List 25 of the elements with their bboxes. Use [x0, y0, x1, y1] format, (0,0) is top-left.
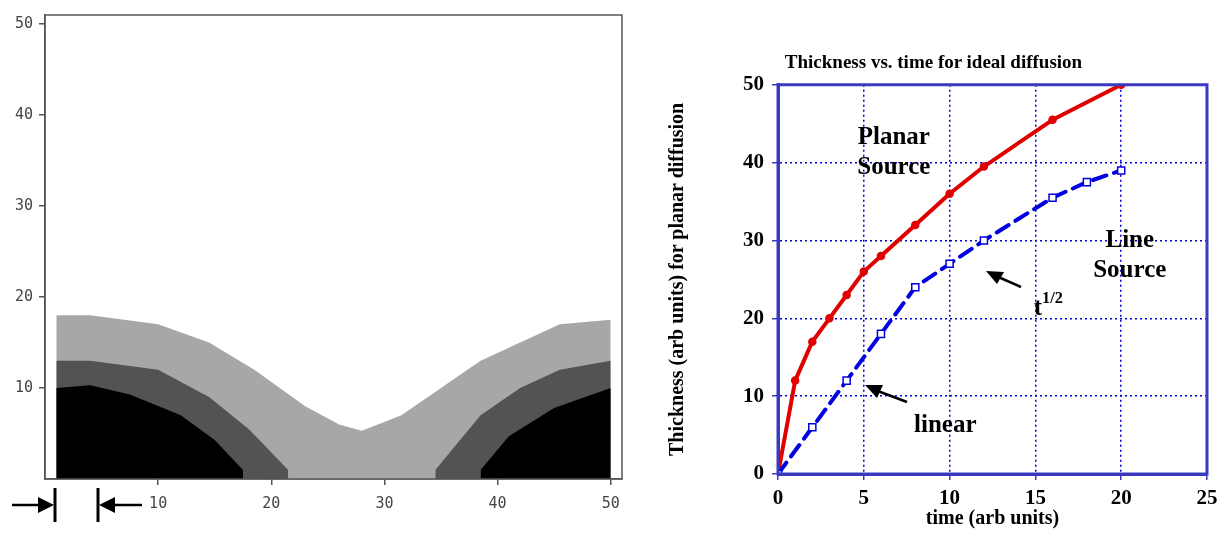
chart-title: Thickness vs. time for ideal diffusion [784, 51, 1083, 73]
y-tick-label: 20 [743, 304, 764, 329]
y-tick-label: 50 [743, 71, 764, 96]
y-tick-label: 40 [743, 149, 764, 174]
x-tick-label: 10 [149, 493, 168, 512]
x-tick-label: 0 [772, 485, 784, 510]
y-tick-label: 0 [753, 460, 764, 485]
y-tick-label: 50 [14, 13, 33, 32]
x-tick-label: 20 [1110, 485, 1132, 510]
x-tick-label: 30 [375, 493, 394, 512]
y-tick-label: 30 [14, 195, 33, 214]
x-tick-label: 5 [858, 485, 870, 510]
y-tick-label: 10 [743, 382, 764, 407]
y-tick-label: 40 [14, 104, 33, 123]
series-label: Planar Source [857, 121, 931, 179]
y-tick-label: 20 [14, 286, 33, 305]
x-tick-label: 20 [262, 493, 281, 512]
x-tick-label: 40 [488, 493, 507, 512]
y-tick-label: 30 [743, 226, 764, 251]
y-tick-label: 10 [14, 377, 33, 396]
x-tick-label: 25 [1196, 485, 1218, 510]
series-label: Line Source [1093, 224, 1167, 282]
x-tick-label: 50 [601, 493, 620, 512]
y-axis-title: Thickness (arb units) for planar diffusion [665, 102, 689, 457]
annotation: linear [914, 410, 977, 438]
